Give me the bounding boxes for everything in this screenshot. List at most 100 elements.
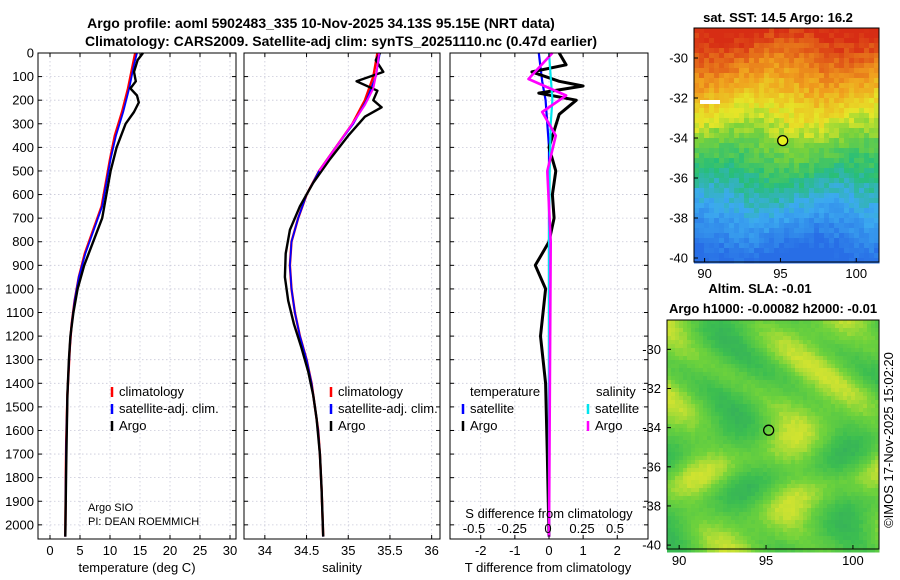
heatmap-cell [829,168,835,174]
heatmap-cell [875,464,880,469]
heatmap-cell [719,536,724,541]
heatmap-cell [867,356,872,361]
heatmap-cell [874,153,880,159]
heatmap-cell [844,33,850,39]
heatmap-cell [803,468,808,473]
heatmap-cell [784,83,790,89]
heatmap-cell [743,420,748,425]
heatmap-cell [747,476,752,481]
heatmap-cell [667,460,672,465]
heatmap-cell [735,348,740,353]
heatmap-cell [794,123,800,129]
heatmap-cell [843,504,848,509]
heatmap-cell [819,460,824,465]
heatmap-cell [675,360,680,365]
heatmap-cell [835,372,840,377]
heatmap-cell [869,218,875,224]
heatmap-cell [815,352,820,357]
heatmap-cell [815,476,820,481]
heatmap-cell [699,113,705,119]
heatmap-cell [679,504,684,509]
heatmap-cell [715,536,720,541]
heatmap-cell [739,380,744,385]
heatmap-cell [775,412,780,417]
heatmap-cell [789,28,795,34]
heatmap-cell [764,68,770,74]
heatmap-cell [795,500,800,505]
heatmap-cell [709,133,715,139]
heatmap-cell [767,364,772,369]
heatmap-cell [694,38,700,44]
heatmap-cell [734,53,740,59]
heatmap-cell [807,324,812,329]
heatmap-cell [755,328,760,333]
heatmap-cell [734,123,740,129]
heatmap-cell [671,516,676,521]
heatmap-cell [687,396,692,401]
heatmap-cell [827,444,832,449]
heatmap-cell [743,436,748,441]
heatmap-cell [719,456,724,461]
heatmap-cell [874,48,880,54]
heatmap-cell [727,348,732,353]
heatmap-cell [859,228,865,234]
heatmap-cell [799,328,804,333]
heatmap-cell [847,480,852,485]
heatmap-cell [694,28,700,34]
heatmap-cell [864,233,870,239]
heatmap-cell [787,320,792,325]
heatmap-cell [675,436,680,441]
heatmap-cell [839,388,844,393]
heatmap-cell [791,420,796,425]
heatmap-cell [871,472,876,477]
heatmap-cell [727,444,732,449]
heatmap-cell [819,53,825,59]
heatmap-cell [811,516,816,521]
heatmap-cell [714,188,720,194]
heatmap-cell [859,324,864,329]
heatmap-cell [683,388,688,393]
heatmap-cell [694,78,700,84]
heatmap-cell [829,208,835,214]
heatmap-cell [739,360,744,365]
heatmap-cell [751,392,756,397]
heatmap-cell [714,73,720,79]
heatmap-cell [875,336,880,341]
heatmap-cell [823,468,828,473]
heatmap-cell [739,188,745,194]
heatmap-cell [803,532,808,537]
heatmap-cell [739,118,745,124]
heatmap-cell [759,58,765,64]
heatmap-cell [719,173,725,179]
heatmap-cell [831,512,836,517]
heatmap-cell [814,168,820,174]
heatmap-cell [671,404,676,409]
heatmap-cell [683,512,688,517]
heatmap-cell [819,520,824,525]
heatmap-cell [704,258,710,264]
heatmap-cell [703,328,708,333]
heatmap-cell [774,188,780,194]
heatmap-cell [739,340,744,345]
heatmap-cell [739,416,744,421]
heatmap-cell [875,440,880,445]
heatmap-cell [699,336,704,341]
heatmap-cell [779,484,784,489]
heatmap-cell [867,348,872,353]
heatmap-cell [715,336,720,341]
heatmap-cell [711,320,716,325]
heatmap-cell [751,468,756,473]
heatmap-cell [804,108,810,114]
heatmap-cell [767,356,772,361]
heatmap-cell [743,480,748,485]
heatmap-cell [683,448,688,453]
heatmap-cell [779,520,784,525]
heatmap-cell [775,460,780,465]
heatmap-cell [799,456,804,461]
heatmap-cell [835,376,840,381]
heatmap-cell [783,344,788,349]
heatmap-cell [711,352,716,357]
x-tick-label: 2 [614,543,621,558]
heatmap-cell [799,452,804,457]
heatmap-cell [824,38,830,44]
